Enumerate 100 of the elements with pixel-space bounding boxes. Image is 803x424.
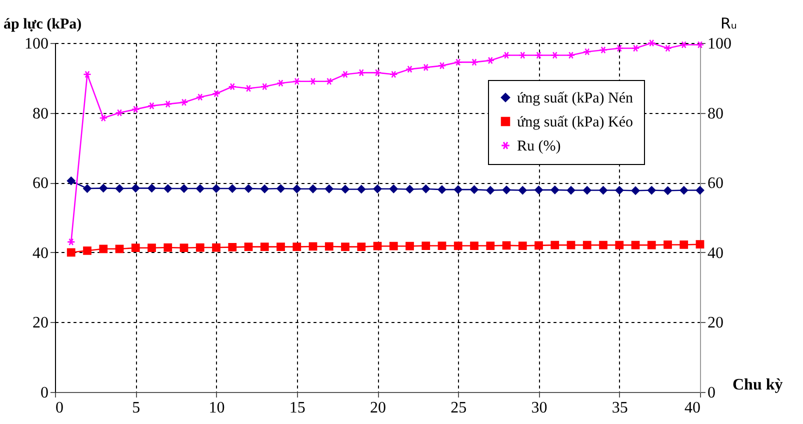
point (228, 242, 237, 252)
point (680, 240, 688, 249)
y2-tick-label: 60 (708, 175, 724, 192)
x-tick-label: 10 (208, 400, 225, 416)
point (180, 244, 188, 252)
point (131, 106, 140, 114)
point (292, 184, 302, 194)
y-tick-label: 0 (40, 384, 48, 402)
point (615, 186, 624, 194)
point (212, 243, 220, 252)
y2-tick-label: 40 (708, 244, 724, 262)
point (83, 70, 92, 78)
point (422, 184, 430, 194)
point (308, 184, 318, 194)
point (534, 241, 543, 250)
point (631, 44, 640, 52)
point (406, 185, 414, 194)
legend-label: ứng suất (kPa) Kéo (517, 114, 634, 130)
point (615, 44, 624, 52)
x-axis-title: Chu kỳ (732, 376, 783, 394)
point (566, 51, 576, 59)
point (196, 184, 204, 193)
point (115, 109, 124, 117)
point (373, 242, 382, 250)
point (534, 186, 543, 194)
y2-tick-label: 100 (708, 36, 732, 52)
y2-axis-title: Rᵤ (720, 14, 737, 32)
point (550, 240, 560, 250)
point (244, 184, 253, 193)
point (260, 184, 269, 194)
point (131, 184, 140, 192)
point (341, 70, 350, 78)
point (341, 185, 350, 194)
point (422, 242, 430, 250)
point (406, 65, 414, 73)
point (696, 240, 704, 249)
point (664, 240, 672, 249)
point (389, 70, 398, 78)
point (196, 243, 204, 252)
point (228, 82, 237, 90)
point (470, 58, 478, 66)
point (486, 56, 495, 64)
point (212, 90, 220, 98)
y-tick-label: 40 (32, 244, 48, 262)
point (534, 51, 543, 59)
point (260, 82, 269, 90)
y-tick-label: 80 (32, 105, 48, 122)
point (599, 186, 608, 194)
point (99, 244, 108, 254)
point (357, 68, 366, 76)
point (647, 39, 656, 47)
point (164, 100, 172, 108)
point (292, 242, 302, 251)
point (550, 186, 560, 194)
point (164, 184, 172, 193)
point (647, 240, 656, 250)
point (244, 84, 253, 92)
point (518, 186, 527, 194)
point (550, 51, 560, 59)
point (518, 51, 527, 59)
point (582, 48, 592, 56)
y2-tick-label: 20 (708, 314, 724, 332)
x-tick-label: 20 (370, 400, 386, 416)
point (212, 184, 220, 193)
point (566, 240, 576, 250)
point (486, 186, 495, 194)
point (373, 184, 382, 194)
point (389, 184, 398, 194)
point (582, 240, 592, 250)
point (83, 246, 92, 255)
point (357, 242, 366, 251)
point (566, 186, 576, 194)
point (438, 62, 446, 70)
point (486, 242, 495, 250)
point (180, 98, 188, 106)
point (470, 185, 478, 194)
point (324, 78, 334, 86)
point (83, 184, 92, 193)
point (599, 240, 608, 250)
point (276, 184, 285, 193)
point (438, 185, 446, 194)
point (276, 242, 285, 251)
point (502, 186, 511, 194)
point (696, 186, 704, 194)
x-tick-label: 0 (56, 400, 64, 416)
x-tick-label: 30 (531, 400, 548, 416)
point (99, 184, 108, 192)
point (680, 41, 688, 48)
legend-label: Ru (%) (517, 138, 561, 154)
y-tick-label: 100 (24, 36, 48, 52)
point (244, 242, 253, 251)
point (66, 248, 76, 257)
point (502, 51, 511, 59)
point (99, 114, 108, 122)
point (647, 186, 656, 194)
point (631, 240, 640, 250)
legend-label: ứng suất (kPa) Nén (517, 90, 634, 106)
point (389, 242, 398, 250)
point (260, 242, 269, 251)
point (470, 242, 478, 250)
